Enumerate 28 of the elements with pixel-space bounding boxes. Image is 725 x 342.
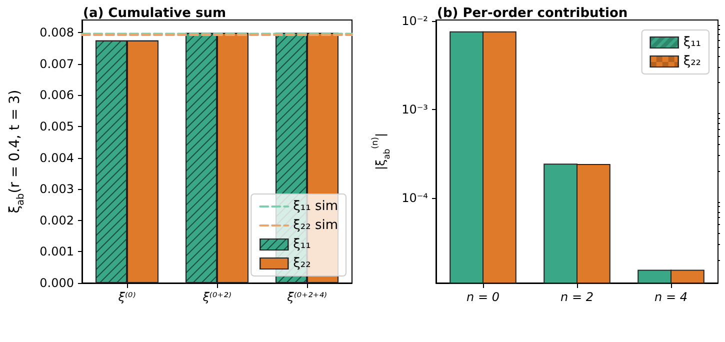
- legend-label: ξ₁₁: [683, 35, 701, 50]
- chart-title: (b) Per-order contribution: [437, 6, 628, 21]
- chart-title: (a) Cumulative sum: [83, 6, 226, 21]
- x-tick-label: n = 0: [466, 290, 500, 304]
- y-tick-label: 0.005: [40, 119, 74, 134]
- y-axis-title: ξab(r = 0.4, t = 3): [7, 90, 26, 214]
- y-tick-label: 10⁻²: [402, 14, 428, 28]
- legend-label: ξ₂₂: [293, 256, 311, 271]
- y-axis-title: |ξab(n)|: [370, 132, 392, 170]
- x-tick-label: n = 4: [654, 290, 688, 304]
- y-tick-label: 0.001: [40, 244, 74, 259]
- y-tick-label: 10⁻³: [402, 102, 428, 116]
- y-tick-label: 0.006: [40, 88, 74, 102]
- y-tick-label: 0.003: [40, 182, 74, 196]
- x-tick-label: ξ⁽⁰⁺²⁾: [202, 290, 232, 304]
- x-tick-label: ξ⁽⁰⁺²⁺⁴⁾: [286, 290, 327, 304]
- y-tick-label: 0.008: [40, 26, 74, 40]
- y-tick-label: 0.007: [40, 56, 74, 71]
- legend-label: ξ₂₂: [683, 54, 701, 69]
- y-tick-label: 0.000: [40, 276, 74, 290]
- y-tick-label: 0.004: [40, 150, 74, 165]
- legend-label: ξ₂₂ sim: [293, 218, 338, 233]
- x-tick-label: n = 2: [560, 290, 594, 304]
- legend-label: ξ₁₁: [293, 237, 311, 252]
- y-tick-label: 0.002: [40, 213, 74, 228]
- legend-label: ξ₁₁ sim: [293, 199, 338, 214]
- x-tick-label: ξ⁽⁰⁾: [117, 290, 136, 304]
- y-tick-label: 10⁻⁴: [402, 191, 428, 206]
